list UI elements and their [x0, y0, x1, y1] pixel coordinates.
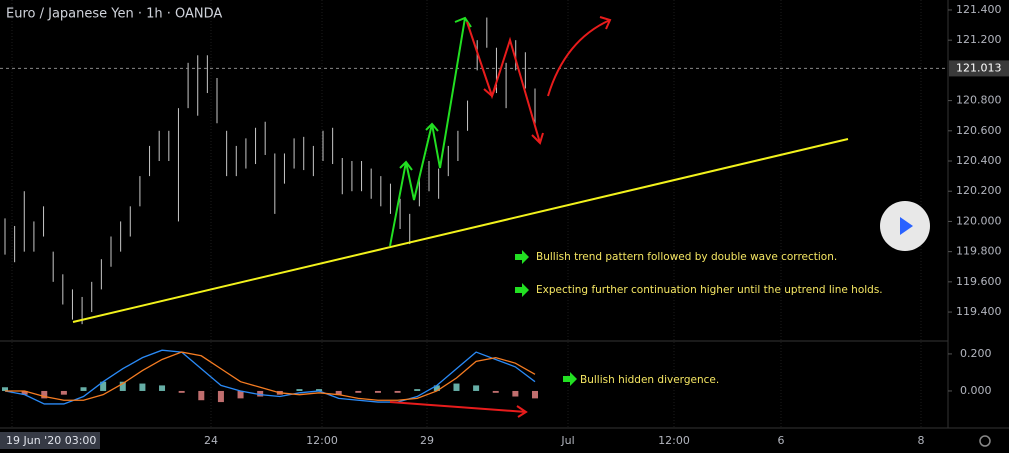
y-tick-label: 121.200 [956, 33, 1002, 46]
play-icon [900, 217, 913, 235]
histogram-bar [433, 385, 440, 391]
macd-line [4, 349, 536, 405]
histogram-bar [80, 387, 87, 391]
histogram-bar [512, 390, 519, 397]
y-tick-label: 0.000 [960, 384, 992, 397]
y-tick-label: 120.600 [956, 124, 1002, 137]
x-tick-label: 8 [918, 434, 925, 447]
histogram-bar [257, 390, 264, 397]
x-tick-label: 12:00 [658, 434, 690, 447]
x-tick-label: 12:00 [306, 434, 338, 447]
histogram-bar [453, 383, 460, 391]
cursor-time-label: 19 Jun '20 03:00 [6, 434, 96, 447]
annotation: Bullish hidden divergence. [580, 374, 719, 386]
green-wave-arrows [389, 16, 472, 247]
histogram-bar [100, 381, 107, 391]
y-tick-label: 121.400 [956, 3, 1002, 16]
price-pane: 121.400 121.200 120.800 120.600 120.400 120.2… [0, 3, 1009, 325]
histogram-bar [492, 390, 499, 393]
histogram-bar [139, 383, 146, 391]
chart-title: Euro / Japanese Yen · 1h · OANDA [6, 7, 222, 22]
y-tick-label: 120.800 [956, 94, 1002, 107]
y-tick-label: 119.800 [956, 245, 1002, 258]
histogram-bar [60, 390, 67, 395]
histogram-bar [119, 381, 126, 391]
histogram-bar [21, 390, 28, 395]
histogram-bar [374, 390, 381, 393]
macd-line [5, 351, 536, 401]
histogram-bar [532, 390, 538, 399]
histogram-bar [159, 385, 166, 391]
histogram-bar [41, 390, 48, 399]
histogram-bar [316, 389, 323, 391]
trend-line [72, 138, 849, 323]
histogram-bar [335, 390, 342, 395]
x-tick-label: Jul [560, 434, 574, 447]
y-tick-label: 120.000 [956, 214, 1002, 227]
x-tick-label: 6 [778, 434, 785, 447]
histogram-bar [198, 390, 205, 401]
red-wave-arrows [389, 16, 612, 418]
bullet-arrows [515, 250, 577, 386]
y-tick-label: 120.200 [956, 184, 1002, 197]
time-axis: 24 12:00 29 Jul 12:00 6 8 [204, 434, 925, 447]
histogram-bar [217, 390, 224, 403]
histogram-bar [296, 389, 303, 391]
last-price-box [949, 60, 1009, 77]
histogram-bar [394, 390, 401, 393]
histogram-bar [414, 389, 421, 391]
x-tick-label: 29 [420, 434, 434, 447]
histogram-bar [473, 385, 480, 391]
x-tick-label: 24 [204, 434, 218, 447]
last-price-label: 121.013 [956, 61, 1002, 74]
histogram-bar [178, 390, 185, 393]
annotation: Bullish trend pattern followed by double… [536, 251, 837, 263]
macd-pane: 0.200 0.000 [2, 347, 992, 405]
histogram-bar [2, 387, 8, 391]
y-tick-label: 119.400 [956, 305, 1002, 318]
y-tick-label: 0.200 [960, 347, 992, 360]
annotation: Expecting further continuation higher un… [536, 284, 883, 296]
histogram-bar [237, 390, 244, 399]
cursor-time-box [0, 432, 100, 449]
y-tick-label: 120.400 [956, 154, 1002, 167]
histogram-bar [355, 390, 362, 393]
settings-icon[interactable] [979, 435, 991, 447]
y-tick-label: 119.600 [956, 275, 1002, 288]
